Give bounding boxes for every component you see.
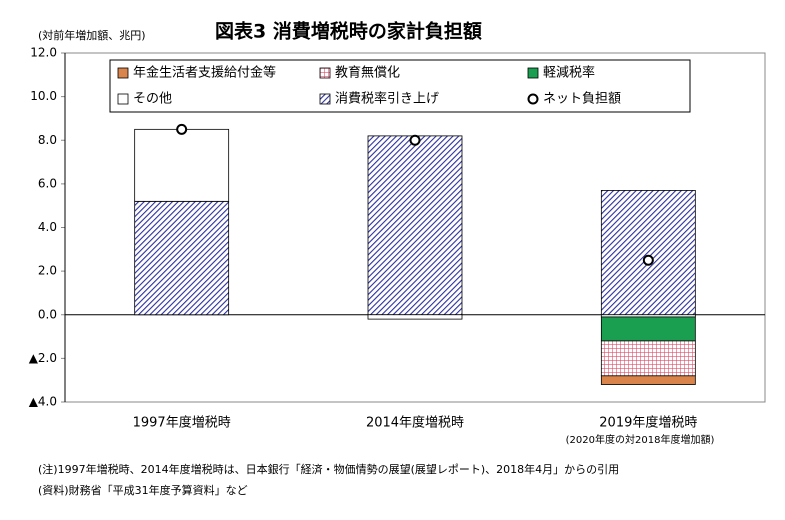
chart-title: 図表3 消費増税時の家計負担額: [215, 20, 482, 43]
bar-segment: [367, 314, 463, 320]
legend-swatch: [527, 93, 539, 105]
bar-segment: [134, 128, 230, 202]
legend: [109, 59, 691, 113]
note: (資料)財務省「平成31年度予算資料」など: [38, 483, 248, 497]
y-tick-label: 4.0: [38, 220, 57, 234]
y-tick-label: ▲2.0: [29, 351, 57, 365]
legend-swatch: [117, 93, 129, 105]
bar-segment: [367, 135, 463, 316]
y-tick-label: 6.0: [38, 176, 57, 190]
legend-label: 消費税率引き上げ: [335, 91, 439, 107]
bar-segment: [600, 316, 696, 342]
bar-segment: [600, 375, 696, 385]
x-tick-label: 1997年度増税時: [133, 415, 231, 431]
bar-segment: [600, 190, 696, 316]
x-tick-label: 2014年度増税時: [366, 415, 464, 431]
net-point: [642, 254, 654, 266]
y-tick-label: 12.0: [30, 46, 57, 60]
x-tick-label: 2019年度増税時: [599, 415, 697, 431]
y-axis-label: (対前年増加額、兆円): [38, 28, 146, 42]
legend-label: その他: [133, 92, 172, 107]
note: (注)1997年増税時、2014年度増税時は、日本銀行「経済・物価情勢の展望(展…: [38, 462, 619, 476]
net-point: [409, 134, 421, 146]
net-point: [176, 123, 188, 135]
bar-segment: [600, 340, 696, 377]
legend-label: 教育無償化: [335, 65, 400, 81]
legend-swatch: [117, 67, 129, 79]
y-tick-label: 0.0: [38, 307, 57, 321]
y-tick-label: ▲4.0: [29, 395, 57, 409]
legend-label: 軽減税率: [543, 65, 595, 81]
y-tick-label: 8.0: [38, 133, 57, 147]
legend-swatch: [319, 93, 331, 105]
bar-segment: [134, 200, 230, 316]
legend-swatch: [319, 67, 331, 79]
y-tick-label: 10.0: [30, 89, 57, 103]
legend-label: ネット負担額: [543, 92, 621, 107]
legend-label: 年金生活者支援給付金等: [133, 65, 276, 81]
category-note: (2020年度の対2018年度増加額): [566, 433, 715, 446]
legend-swatch: [527, 67, 539, 79]
y-tick-label: 2.0: [38, 264, 57, 278]
